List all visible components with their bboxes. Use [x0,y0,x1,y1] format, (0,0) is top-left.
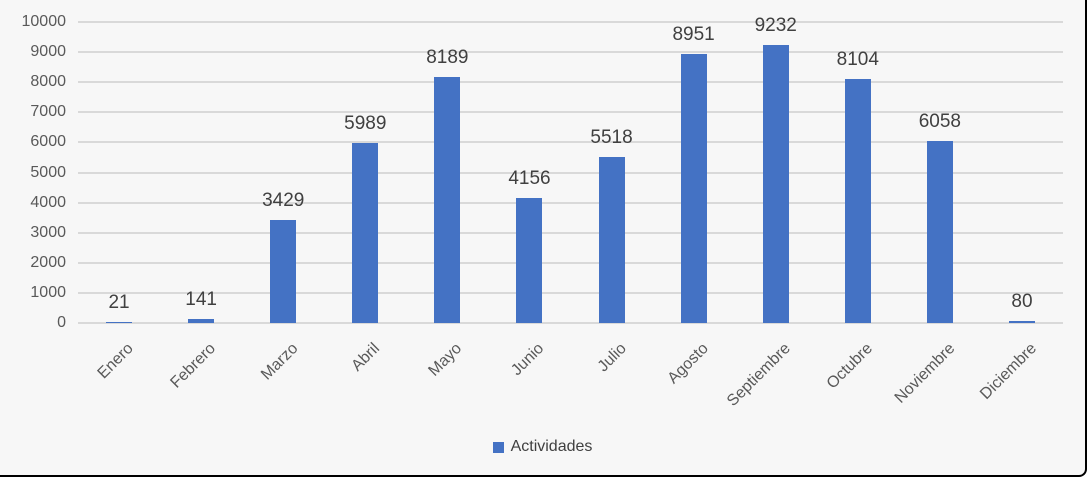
bar [926,140,953,323]
y-axis-labels: 0 1000 2000 3000 4000 5000 6000 7000 8000 9000 100… [0,0,67,475]
bar [598,156,625,323]
x-tick-label: Septiembre [723,340,794,410]
bar-value-label: 6058 [918,110,962,132]
gridline [78,201,1063,204]
x-tick-label: Abril [348,340,384,375]
y-tick-label: 0 [57,314,66,331]
gridline [78,231,1063,234]
x-tick-label: Octubre [823,340,876,393]
x-tick-label: Diciembre [977,340,1040,403]
x-tick-label: Marzo [257,340,302,384]
bar-value-label: 21 [108,292,130,314]
bar-value-label: 141 [185,288,217,310]
bar [188,318,215,323]
bar-value-label: 8104 [836,49,879,71]
bar [106,322,133,323]
x-tick-label: Mayo [425,340,466,380]
bar-value-label: 8189 [426,46,469,68]
y-tick-label: 3000 [30,223,66,241]
bar-value-label: 3429 [262,189,305,211]
gridline [78,21,1063,23]
gridline [78,261,1063,264]
gridline [78,51,1063,54]
legend: Actividades [0,437,1085,457]
bar-value-label: 5989 [344,112,387,134]
bar [434,76,461,323]
gridline [78,322,1063,324]
y-tick-label: 2000 [30,253,66,271]
gridline [78,141,1063,144]
gridline [78,111,1063,114]
bar [680,53,707,323]
y-tick-label: 4000 [30,193,66,211]
y-tick-label: 10000 [21,13,67,30]
bar [762,45,789,323]
y-tick-label: 6000 [30,133,66,151]
x-tick-label: Enero [94,340,138,383]
x-tick-label: Agosto [664,340,712,388]
y-tick-label: 1000 [30,283,66,301]
bar-value-label: 9232 [754,15,797,37]
y-tick-label: 9000 [30,43,66,61]
x-tick-label: Julio [594,340,630,376]
plot-area: 21 141 3429 5989 8189 4156 5518 8951 9232 8104 605… [78,16,1063,324]
gridline [78,81,1063,84]
bar [270,219,297,323]
gridline [78,171,1063,174]
bar-value-label: 80 [1011,290,1033,312]
x-tick-label: Noviembre [891,340,958,407]
bar [1008,320,1035,323]
bar [516,197,543,323]
bar-value-label: 5518 [590,126,633,148]
x-tick-label: Febrero [167,340,220,392]
legend-color-swatch [492,441,504,453]
bar-value-label: 8951 [672,23,715,45]
bar [352,142,379,323]
x-tick-label: Junio [508,340,548,380]
bar-value-label: 4156 [508,167,551,189]
y-tick-label: 8000 [30,73,66,91]
gridline [78,291,1063,294]
y-tick-label: 7000 [30,103,66,121]
y-tick-label: 5000 [30,163,66,181]
legend-series-label: Actividades [510,438,593,455]
bar [844,79,871,323]
